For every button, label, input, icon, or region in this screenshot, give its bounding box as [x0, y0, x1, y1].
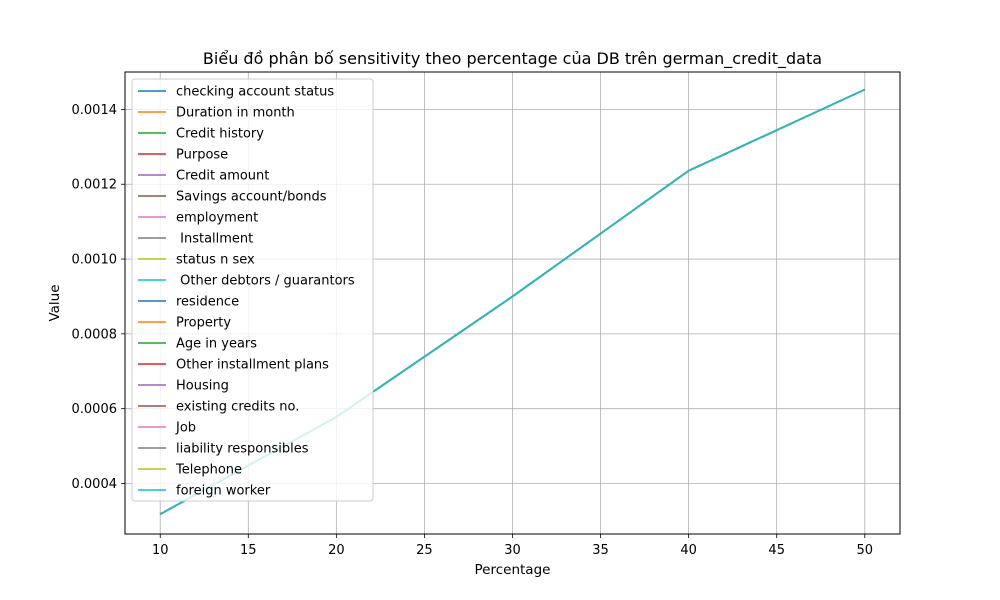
chart-title: Biểu đồ phân bố sensitivity theo percent… [203, 49, 822, 69]
legend-label-17: liability responsibles [176, 442, 309, 457]
x-tick-label: 20 [328, 543, 345, 558]
y-tick-label: 0.0006 [72, 402, 118, 417]
x-axis: 10 15 20 25 30 35 40 45 50 [152, 534, 873, 558]
legend: checking account status Duration in month… [131, 78, 374, 502]
legend-label-7: Installment [176, 232, 253, 247]
legend-label-4: Credit amount [176, 169, 269, 184]
legend-box [131, 78, 374, 502]
legend-label-0: checking account status [176, 85, 334, 100]
x-tick-label: 40 [680, 543, 697, 558]
legend-label-14: Housing [176, 379, 229, 394]
legend-label-16: Job [175, 421, 196, 436]
x-tick-label: 30 [504, 543, 521, 558]
legend-label-13: Other installment plans [176, 358, 329, 373]
legend-label-10: residence [176, 295, 239, 310]
x-tick-label: 45 [768, 543, 785, 558]
legend-label-8: status n sex [176, 253, 255, 268]
legend-label-3: Purpose [176, 148, 228, 163]
y-tick-label: 0.0012 [72, 178, 118, 193]
x-axis-label: Percentage [475, 562, 551, 578]
legend-label-6: employment [176, 211, 258, 226]
legend-label-18: Telephone [175, 463, 242, 478]
x-tick-label: 25 [416, 543, 433, 558]
x-tick-label: 15 [240, 543, 257, 558]
legend-label-12: Age in years [176, 337, 257, 352]
legend-label-1: Duration in month [176, 106, 295, 121]
legend-label-19: foreign worker [176, 484, 271, 499]
legend-label-11: Property [176, 316, 231, 331]
y-tick-label: 0.0004 [72, 477, 118, 492]
y-axis-label: Value [47, 284, 63, 321]
legend-label-9: Other debtors / guarantors [176, 274, 355, 289]
legend-label-5: Savings account/bonds [176, 190, 327, 205]
y-tick-label: 0.0014 [72, 103, 118, 118]
legend-label-2: Credit history [176, 127, 264, 142]
x-tick-label: 10 [152, 543, 169, 558]
x-tick-label: 35 [592, 543, 609, 558]
y-tick-label: 0.0010 [72, 253, 118, 268]
x-tick-label: 50 [856, 543, 873, 558]
legend-label-15: existing credits no. [176, 400, 299, 415]
y-tick-label: 0.0008 [72, 327, 118, 342]
y-axis: 0.0004 0.0006 0.0008 0.0010 0.0012 0.0014 [72, 103, 125, 492]
